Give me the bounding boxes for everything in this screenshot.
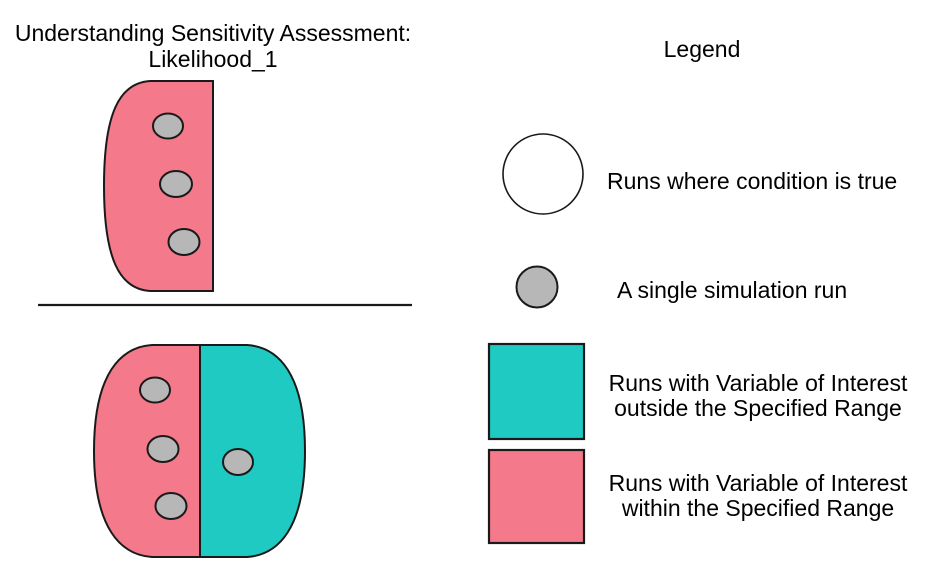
legend-title: Legend [663,36,741,62]
bottom-full-set-group [92,344,307,558]
top-within-range-region [102,80,214,292]
legend-label-single-run: A single simulation run [617,277,848,303]
simulation-run-dot [139,376,171,404]
legend-symbols [487,133,586,545]
simulation-run-dot [222,448,254,476]
top-selection-group [102,80,214,292]
simulation-run-dot [152,112,184,140]
bottom-outside-range-region [199,344,307,558]
legend-label-within-range: Runs with Variable of Interest within th… [608,470,908,521]
legend-label-condition-true: Runs where condition is true [607,168,898,194]
page-title: Understanding Sensitivity Assessment: Li… [14,20,412,72]
simulation-run-dot [167,228,201,256]
simulation-run-dot [154,492,188,520]
legend-label-outside-range: Runs with Variable of Interest outside t… [608,370,908,421]
legend-within-range-square-symbol [487,448,586,545]
legend-outside-range-square-symbol [487,342,586,441]
simulation-run-dot [159,170,193,198]
legend-single-run-circle-symbol [515,265,559,309]
simulation-run-dot [146,435,180,463]
legend-condition-true-circle-symbol [502,133,584,215]
